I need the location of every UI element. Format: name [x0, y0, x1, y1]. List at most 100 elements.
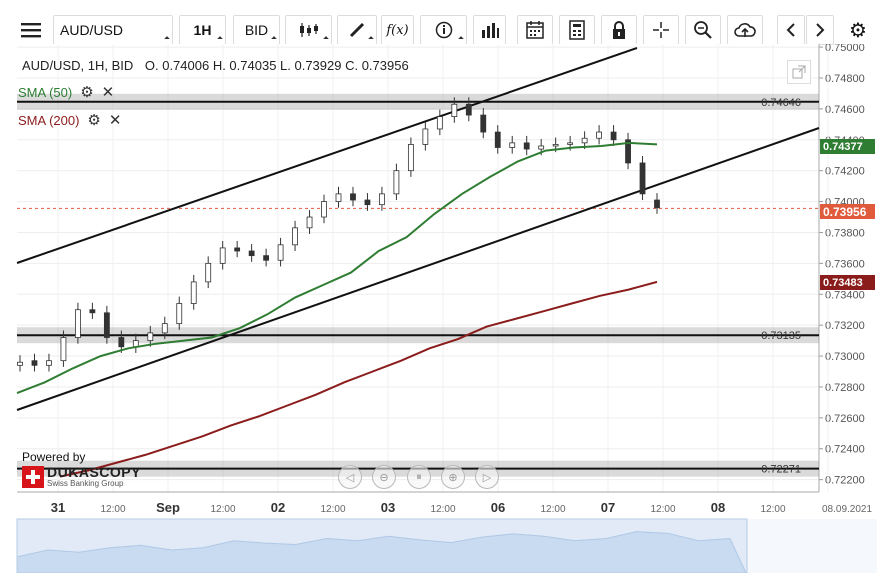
expand-button[interactable] — [787, 60, 811, 84]
price-type-label: BID — [244, 22, 269, 38]
scroll-right-button[interactable] — [806, 15, 834, 45]
candle-body — [205, 262, 212, 283]
current-price-tag: 0.73956 — [820, 204, 875, 219]
channel-lower-line — [16, 127, 820, 411]
nav-zoom-in[interactable]: ⊕ — [441, 465, 465, 489]
chart-type-button[interactable] — [285, 15, 332, 45]
symbol-selector[interactable]: AUD/USD — [53, 15, 173, 45]
channel-upper-line — [16, 47, 638, 264]
candle-body — [31, 360, 38, 366]
forward-icon: ▷ — [482, 471, 492, 484]
lock-button[interactable] — [601, 15, 637, 45]
x-tick-label: 12:00 — [540, 504, 565, 515]
info-icon — [435, 21, 452, 39]
y-tick-label: 0.72800 — [825, 382, 865, 394]
sma200-legend[interactable]: SMA (200) ⚙ ✕ — [18, 111, 121, 129]
x-tick-label: 31 — [51, 500, 65, 515]
bar-chart-button[interactable] — [473, 15, 506, 45]
candle-body — [103, 312, 110, 338]
cloud-upload-icon — [734, 23, 756, 37]
y-tick-label: 0.74600 — [825, 104, 865, 116]
x-tick-label: Sep — [156, 500, 180, 515]
sma200-price: 0.73483 — [823, 276, 863, 289]
candle-body — [306, 216, 313, 229]
crosshair-button[interactable] — [643, 15, 679, 45]
scroll-left-button[interactable] — [777, 15, 805, 45]
calculator-icon — [569, 20, 585, 40]
sma200-settings-icon[interactable]: ⚙ — [87, 112, 101, 129]
y-tick-label: 0.73600 — [825, 258, 865, 270]
price-type-selector[interactable]: BID — [233, 15, 280, 45]
sma50-settings-icon[interactable]: ⚙ — [80, 84, 94, 101]
current-price: 0.73956 — [823, 204, 867, 219]
brand-tagline: Swiss Banking Group — [47, 479, 124, 488]
candle-body — [509, 142, 516, 148]
gear-icon: ⚙ — [849, 19, 867, 42]
candle-body — [147, 332, 154, 342]
candle-body — [118, 337, 125, 348]
indicators-button[interactable]: f(x) — [381, 15, 414, 45]
x-tick-label: 08.09.2021 — [822, 504, 872, 515]
toolbar: AUD/USD 1H BID f(x) ⚙ — [0, 0, 877, 45]
sma200-line — [59, 280, 658, 478]
candle-body — [263, 255, 270, 261]
zoom-button[interactable] — [685, 15, 721, 45]
y-tick-label: 0.75000 — [825, 44, 865, 54]
swiss-cross-icon — [22, 466, 44, 488]
candle-body — [335, 193, 342, 202]
powered-by-label: Powered by — [22, 450, 86, 464]
draw-button[interactable] — [337, 15, 377, 45]
price-chart[interactable]: 0.750000.748000.746000.744000.742000.740… — [0, 44, 877, 573]
candle-body — [523, 142, 530, 150]
candle-body — [451, 103, 458, 118]
chart-header: AUD/USD, 1H, BID O. 0.74006 H. 0.74035 L… — [22, 58, 409, 73]
cloud-upload-button[interactable] — [727, 15, 763, 45]
nav-zoom-out[interactable]: ⊖ — [372, 465, 396, 489]
y-tick-label: 0.72400 — [825, 444, 865, 456]
brand-name: DUKASCOPY — [47, 464, 141, 480]
candle-body — [17, 361, 23, 366]
level-label: 0.72271 — [761, 464, 801, 476]
x-tick-label: 12:00 — [760, 504, 785, 515]
candle-body — [625, 139, 631, 164]
sma50-price: 0.74377 — [823, 140, 863, 153]
x-tick-label: 12:00 — [210, 504, 235, 515]
y-tick-label: 0.73800 — [825, 227, 865, 239]
timeframe-selector[interactable]: 1H — [179, 15, 226, 45]
sma50-line — [16, 141, 658, 395]
hamburger-icon — [21, 23, 41, 38]
navigator-window — [16, 518, 748, 573]
info-button[interactable] — [420, 15, 467, 45]
candle-body — [639, 162, 646, 195]
sma50-close-icon[interactable]: ✕ — [101, 84, 115, 101]
nav-reset[interactable]: ⏸ — [407, 465, 431, 489]
x-tick-label: 12:00 — [650, 504, 675, 515]
draw-icon — [349, 22, 365, 38]
settings-button[interactable]: ⚙ — [842, 15, 874, 45]
chevron-left-icon — [786, 23, 795, 37]
calculator-button[interactable] — [559, 15, 595, 45]
candle-body — [610, 131, 617, 141]
crosshair-icon — [653, 22, 669, 38]
nav-rewind[interactable]: ◁ — [338, 465, 362, 489]
sma200-close-icon[interactable]: ✕ — [108, 112, 122, 129]
x-tick-label: 02 — [271, 500, 285, 515]
candle-body — [407, 144, 414, 172]
menu-button[interactable] — [13, 15, 49, 45]
x-tick-label: 03 — [381, 500, 395, 515]
calendar-icon — [526, 21, 544, 39]
ohlc-values: O. 0.74006 H. 0.74035 L. 0.73929 C. 0.73… — [144, 58, 409, 73]
x-tick-label: 06 — [491, 500, 505, 515]
reset-icon: ⏸ — [416, 470, 422, 483]
candle-body — [350, 193, 356, 201]
candle-body — [176, 303, 183, 325]
candle-body — [161, 323, 168, 334]
candle-body — [277, 244, 284, 261]
nav-forward[interactable]: ▷ — [475, 465, 499, 489]
y-tick-label: 0.74200 — [825, 166, 865, 178]
sma50-legend[interactable]: SMA (50) ⚙ ✕ — [18, 83, 114, 101]
chart-area[interactable]: 0.750000.748000.746000.744000.742000.740… — [0, 44, 877, 573]
candle-body — [321, 201, 327, 218]
sma200-price-tag: 0.73483 — [820, 275, 875, 290]
calendar-button[interactable] — [517, 15, 553, 45]
